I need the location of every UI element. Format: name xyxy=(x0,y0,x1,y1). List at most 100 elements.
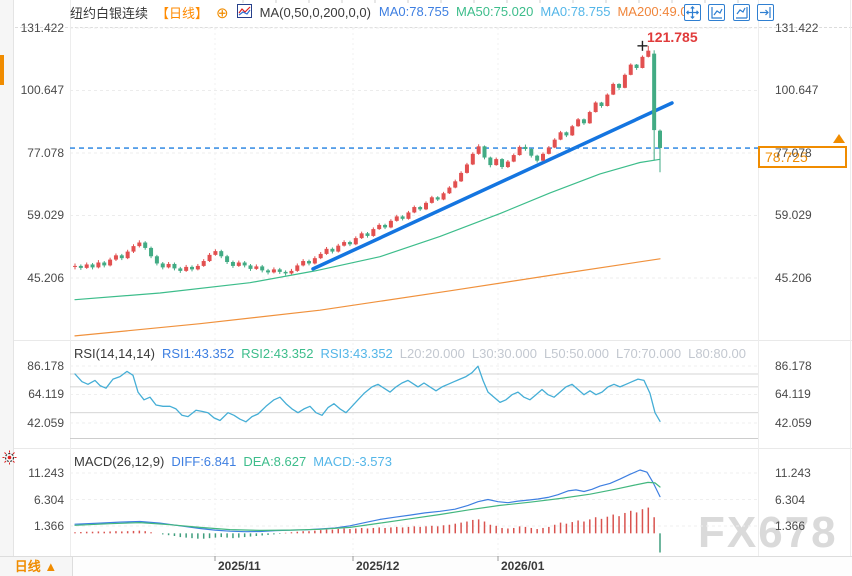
macd-diff-line xyxy=(74,469,661,533)
candle xyxy=(371,229,376,236)
macd-value-label: DIFF:6.841 xyxy=(171,454,237,469)
y-axis-tick-label: 42.059 xyxy=(27,416,64,430)
candle xyxy=(546,147,551,154)
candle xyxy=(523,146,528,150)
rsi-value-label: RSI3:43.352 xyxy=(320,346,393,361)
candle xyxy=(225,256,230,263)
candle xyxy=(207,254,212,262)
candle xyxy=(634,64,639,68)
candle xyxy=(190,266,194,270)
ma-settings-label: MA(0,50,0,200,0,0) xyxy=(259,5,371,20)
candle xyxy=(125,251,130,259)
price-up-arrow-icon xyxy=(833,134,845,143)
ma-mini-chart-icon[interactable] xyxy=(236,4,252,21)
y-axis-tick-label: 131.422 xyxy=(20,21,64,35)
y-axis-tick-label: 131.422 xyxy=(775,21,819,35)
candle xyxy=(213,251,218,255)
candle xyxy=(564,132,569,136)
candle xyxy=(242,262,247,266)
candle xyxy=(365,233,370,236)
y-axis-tick-label: 6.304 xyxy=(775,492,806,507)
candle xyxy=(178,268,183,271)
candle xyxy=(447,187,452,194)
rsi-value-label: RSI1:43.352 xyxy=(161,346,235,361)
candle xyxy=(535,155,540,161)
instrument-title: 纽约白银连续 xyxy=(70,6,149,21)
session-high-label: 121.785 xyxy=(647,29,698,45)
y-axis-tick-label: 77.078 xyxy=(775,146,812,160)
chart-toolbar xyxy=(681,4,774,22)
candle xyxy=(412,207,417,213)
go-to-end-icon[interactable] xyxy=(757,4,774,21)
fit-horizontal-icon[interactable] xyxy=(732,4,750,21)
macd-dea-line xyxy=(74,481,661,531)
rsi-values: RSI1:43.352 RSI2:43.352 RSI3:43.352 L20:20.… xyxy=(162,346,753,361)
candle xyxy=(108,259,113,266)
candle xyxy=(260,266,265,271)
candle xyxy=(581,119,586,124)
sidebar-active-indicator xyxy=(0,55,4,85)
time-axis-label: 2025/11 xyxy=(218,559,261,573)
candle xyxy=(505,161,510,168)
pan-tool-icon[interactable] xyxy=(683,4,701,21)
candle xyxy=(646,50,651,57)
candle xyxy=(324,248,329,254)
add-indicator-icon[interactable]: ⊕ xyxy=(216,4,229,22)
candle xyxy=(84,264,89,268)
macd-header: MACD(26,12,9) DIFF:6.841 DEA:8.627 MACD:-3.… xyxy=(74,454,406,469)
candle xyxy=(476,146,481,154)
ma50-line xyxy=(74,158,661,301)
candle xyxy=(307,261,311,264)
indicator-hot-icon[interactable] xyxy=(2,450,17,465)
candle xyxy=(500,159,505,168)
candle xyxy=(78,265,83,268)
ma200-line xyxy=(74,258,661,337)
period-selector-button[interactable]: 日线 ▲ xyxy=(0,557,73,576)
candle xyxy=(453,181,458,188)
y-axis-tick-label: 1.366 xyxy=(33,519,64,533)
candle xyxy=(570,126,575,136)
candle xyxy=(230,262,235,266)
rsi-header: RSI(14,14,14) RSI1:43.352 RSI2:43.352 RSI3:… xyxy=(74,346,760,361)
y-axis-tick-label: 45.206 xyxy=(27,271,64,285)
y-axis-tick-label: 100.647 xyxy=(20,83,64,98)
candle xyxy=(195,265,200,270)
candle xyxy=(277,269,282,272)
candle xyxy=(201,261,206,266)
candle xyxy=(424,202,428,210)
candle xyxy=(236,262,241,266)
left-sidebar xyxy=(0,0,14,556)
candle xyxy=(617,83,622,88)
rsi-value-label: L50:50.000 xyxy=(543,346,610,361)
ma-values: MA0:78.755 MA50:75.020 MA0:78.755 MA200:49.… xyxy=(379,4,702,19)
candle xyxy=(160,263,165,268)
rsi-value-label: L20:20.000 xyxy=(399,346,465,361)
candle xyxy=(102,262,107,266)
candle xyxy=(441,193,446,200)
candle xyxy=(394,216,399,221)
candle xyxy=(464,164,469,173)
candle xyxy=(576,119,581,127)
candle xyxy=(658,130,662,149)
candle xyxy=(529,149,534,156)
macd-values: DIFF:6.841 DEA:8.627 MACD:-3.573 xyxy=(171,454,399,469)
window-right-border xyxy=(850,0,851,576)
candle xyxy=(599,102,604,107)
candle xyxy=(652,53,657,131)
candle xyxy=(435,197,440,200)
candle xyxy=(359,233,364,239)
candle xyxy=(318,253,323,259)
fit-vertical-icon[interactable] xyxy=(708,4,726,21)
candle xyxy=(347,242,352,245)
candle xyxy=(184,266,189,271)
time-axis[interactable] xyxy=(0,556,852,576)
y-axis-tick-label: 59.029 xyxy=(775,208,812,223)
hot-sun-icon xyxy=(2,450,17,465)
candle xyxy=(552,139,557,148)
candle xyxy=(488,157,493,166)
y-axis-tick-label: 11.243 xyxy=(775,466,811,480)
ma-value-label: MA200:49.07 xyxy=(617,3,695,19)
y-axis-tick-label: 11.243 xyxy=(28,466,64,480)
candle xyxy=(558,132,563,140)
